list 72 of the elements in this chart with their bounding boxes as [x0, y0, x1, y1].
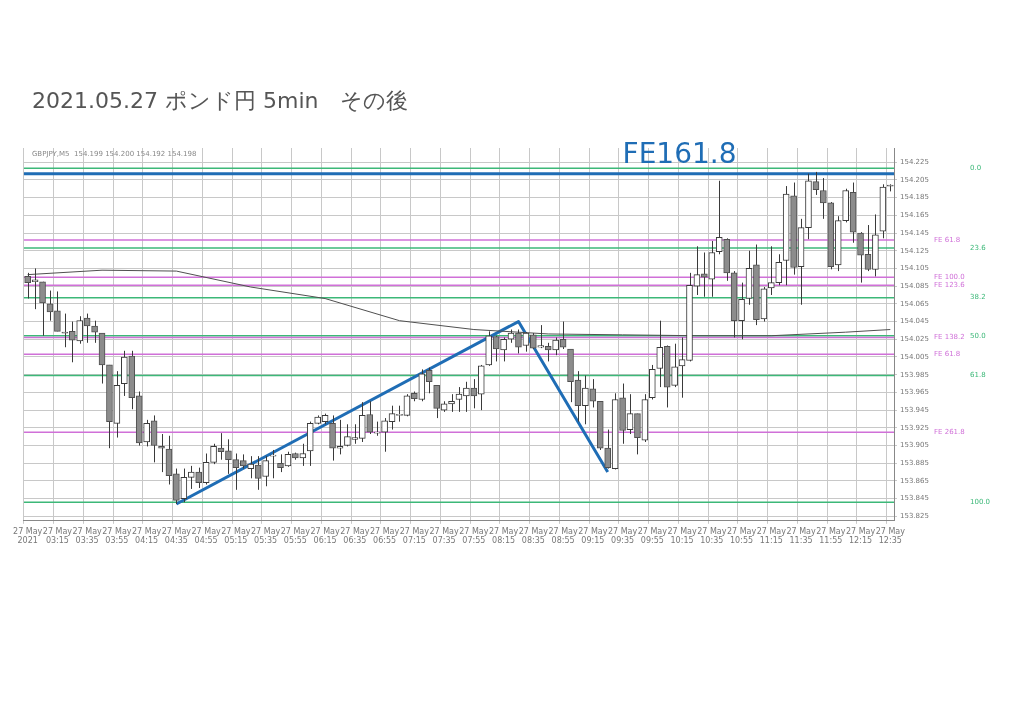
x-tick-label: 27 May 05:55	[280, 526, 311, 546]
x-tick-label: 27 May 06:15	[310, 526, 341, 546]
candlestick	[544, 342, 552, 362]
candlestick	[433, 384, 440, 419]
candlestick	[336, 419, 344, 455]
candlestick	[857, 231, 864, 284]
candlestick	[582, 375, 589, 425]
x-tick-label: 27 May 09:55	[637, 526, 668, 546]
candlestick	[701, 251, 708, 298]
candlestick	[31, 267, 39, 310]
x-tick-label: 27 May 11:35	[786, 526, 816, 546]
candlestick	[381, 417, 388, 453]
x-tick-label: 27 May 2021	[13, 526, 43, 546]
x-tick-label: 27 May 11:55	[816, 526, 846, 546]
x-tick-label: 27 May 03:35	[72, 526, 103, 546]
x-tick-label: 27 May 06:35	[340, 526, 370, 546]
candlestick	[738, 282, 745, 340]
candlestick	[39, 281, 46, 337]
candlestick	[143, 419, 150, 447]
x-tick-label: 27 May 07:55	[459, 526, 489, 546]
x-tick-label: 27 May 07:35	[429, 526, 459, 546]
x-tick-label: 27 May 04:15	[132, 526, 162, 546]
candlestick	[715, 180, 723, 255]
x-tick-label: 27 May 12:35	[875, 526, 906, 546]
candlestick	[187, 465, 195, 490]
x-tick-label: 27 May 03:55	[102, 526, 132, 546]
candlestick	[388, 405, 396, 431]
candlestick	[500, 337, 507, 362]
candlestick	[634, 413, 641, 455]
chart-title: 2021.05.27 ポンド円 5min その後	[32, 87, 409, 115]
candlestick	[351, 423, 359, 445]
x-tick-label: 27 May 04:35	[161, 526, 192, 546]
x-tick-label: 27 May 05:35	[251, 526, 281, 546]
x-tick-label: 27 May 09:15	[578, 526, 608, 546]
x-tick-label: 27 May 03:15	[42, 526, 73, 546]
candlestick	[269, 449, 277, 479]
candlestick	[656, 320, 664, 388]
x-tick-label: 27 May 09:35	[607, 526, 638, 546]
candlestick	[373, 421, 381, 437]
candlestick	[820, 177, 827, 220]
candlestick	[589, 378, 597, 408]
x-tick-label: 27 May 08:35	[518, 526, 549, 546]
candlestick	[812, 171, 820, 196]
x-tick-label: 27 May 10:35	[697, 526, 727, 546]
x-tick-label: 27 May 08:15	[488, 526, 519, 546]
x-tick-label: 27 May 10:55	[726, 526, 757, 546]
candlestick	[329, 414, 336, 462]
candlestick	[247, 455, 255, 479]
candlestick	[358, 401, 366, 443]
candlestick	[158, 433, 165, 473]
x-tick-label: 27 May 05:15	[221, 526, 251, 546]
x-tick-label: 27 May 11:15	[756, 526, 787, 546]
candlestick	[775, 253, 783, 286]
annotation: FE161.8	[622, 136, 737, 170]
x-tick-label: 27 May 07:15	[399, 526, 430, 546]
candlestick	[225, 438, 232, 475]
candlestick	[463, 381, 470, 413]
candlestick	[210, 443, 217, 465]
x-tick-label: 27 May 06:55	[369, 526, 400, 546]
candlestick	[671, 343, 678, 388]
candlestick	[767, 245, 775, 296]
candlestick	[180, 468, 188, 503]
candlestick	[366, 400, 374, 435]
candlestick	[91, 320, 98, 344]
x-tick-label: 27 May 08:55	[548, 526, 578, 546]
x-tick-label: 27 May 10:15	[667, 526, 697, 546]
x-tick-label: 27 May 12:15	[845, 526, 876, 546]
candlestick	[262, 455, 269, 487]
x-tick-label: 27 May 04:55	[191, 526, 222, 546]
candlestick	[299, 443, 307, 467]
candlestick	[76, 315, 84, 345]
candlestick	[54, 290, 61, 332]
